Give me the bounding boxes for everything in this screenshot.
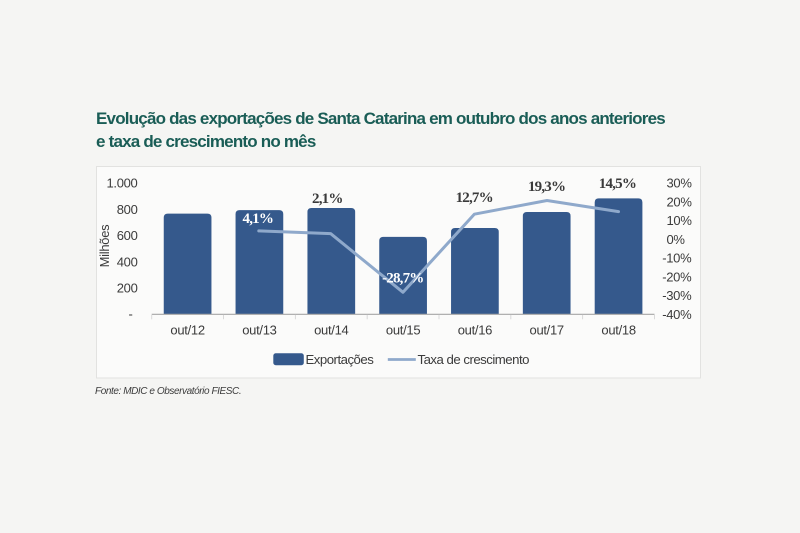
svg-text:out/16: out/16 (458, 322, 492, 337)
svg-text:2,1%: 2,1% (312, 191, 343, 207)
svg-text:out/13: out/13 (242, 322, 276, 337)
svg-text:Milhões: Milhões (97, 224, 112, 267)
svg-text:200: 200 (117, 281, 138, 296)
svg-text:30%: 30% (667, 176, 693, 191)
svg-text:-28,7%: -28,7% (382, 270, 423, 286)
svg-text:-40%: -40% (662, 307, 692, 322)
svg-text:out/17: out/17 (530, 322, 564, 337)
svg-text:0%: 0% (667, 232, 686, 247)
svg-text:1.000: 1.000 (106, 176, 137, 191)
svg-text:-30%: -30% (662, 288, 692, 303)
svg-text:Taxa de crescimento: Taxa de crescimento (418, 352, 530, 367)
svg-text:-: - (128, 306, 132, 321)
svg-text:600: 600 (117, 228, 138, 243)
svg-text:14,5%: 14,5% (599, 176, 636, 192)
svg-text:out/15: out/15 (386, 322, 420, 337)
svg-text:out/18: out/18 (601, 322, 635, 337)
svg-text:20%: 20% (667, 194, 693, 209)
svg-text:-10%: -10% (662, 251, 692, 266)
svg-text:out/12: out/12 (170, 322, 204, 337)
svg-text:10%: 10% (667, 213, 693, 228)
svg-text:12,7%: 12,7% (456, 190, 493, 206)
svg-text:19,3%: 19,3% (528, 179, 565, 195)
svg-text:800: 800 (117, 202, 138, 217)
svg-text:-20%: -20% (662, 270, 692, 285)
svg-text:out/14: out/14 (314, 322, 348, 337)
svg-text:4,1%: 4,1% (243, 211, 274, 227)
svg-text:400: 400 (117, 254, 138, 269)
svg-text:Exportações: Exportações (306, 352, 375, 367)
